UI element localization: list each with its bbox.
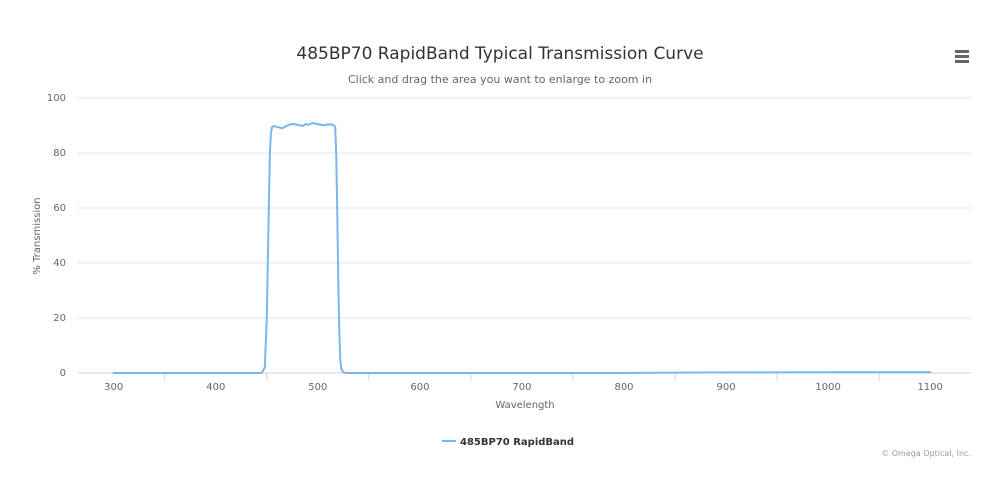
x-tick-label: 700 bbox=[512, 382, 531, 393]
series-line-485bp70[interactable] bbox=[112, 122, 932, 374]
y-tick-label: 60 bbox=[53, 203, 66, 214]
y-tick-label: 0 bbox=[60, 368, 66, 379]
legend-label: 485BP70 RapidBand bbox=[460, 437, 574, 448]
legend-item-485bp70[interactable]: 485BP70 RapidBand bbox=[442, 437, 574, 448]
y-tick-label: 40 bbox=[53, 258, 66, 269]
chart-title: 485BP70 RapidBand Typical Transmission C… bbox=[296, 44, 703, 64]
series-layer[interactable] bbox=[112, 122, 932, 374]
x-tick-label: 600 bbox=[410, 382, 429, 393]
x-tick-label: 400 bbox=[206, 382, 225, 393]
x-tick-label: 500 bbox=[308, 382, 327, 393]
y-axis-title: % Transmission bbox=[32, 197, 43, 274]
axes: 0 20 40 60 80 100 300 400 500 600 700 800 900 1000 110… bbox=[47, 93, 971, 393]
y-tick-label: 80 bbox=[53, 148, 66, 159]
y-tick-label: 100 bbox=[47, 93, 66, 104]
x-tick-label: 1000 bbox=[815, 382, 840, 393]
x-tick-label: 900 bbox=[717, 382, 736, 393]
x-axis-title: Wavelength bbox=[495, 400, 554, 411]
grid-lines bbox=[78, 97, 971, 319]
hamburger-menu-icon[interactable] bbox=[948, 44, 976, 70]
y-tick-label: 20 bbox=[53, 313, 66, 324]
x-tick-label: 800 bbox=[614, 382, 633, 393]
x-tick-label: 1100 bbox=[917, 382, 942, 393]
credits-link[interactable]: © Omega Optical, Inc. bbox=[881, 449, 971, 458]
x-tick-label: 300 bbox=[104, 382, 123, 393]
chart-subtitle: Click and drag the area you want to enla… bbox=[348, 73, 652, 86]
